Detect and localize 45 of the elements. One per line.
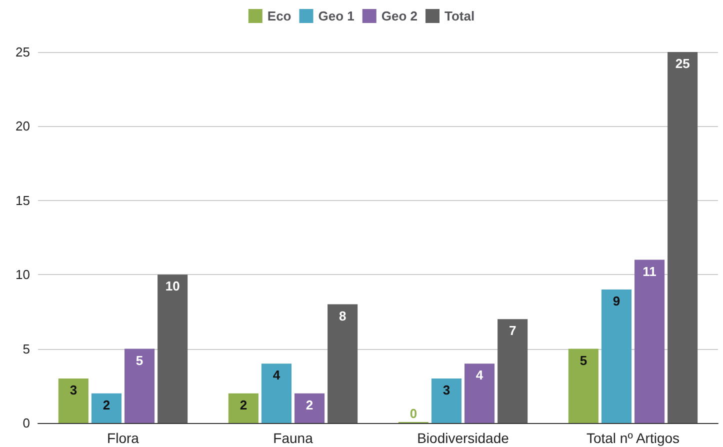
data-label: 11 xyxy=(642,264,656,279)
bar xyxy=(634,260,665,423)
data-label: 2 xyxy=(306,397,314,412)
bar xyxy=(124,348,155,423)
data-label: 7 xyxy=(508,323,516,338)
bar xyxy=(601,289,632,423)
data-label: 0 xyxy=(410,406,418,421)
data-label: 3 xyxy=(70,382,78,398)
bar xyxy=(464,364,495,423)
x-tick-label: Fauna xyxy=(273,430,314,446)
y-tick-label: 10 xyxy=(16,267,30,282)
data-label: 8 xyxy=(338,308,346,324)
y-tick-label: 0 xyxy=(22,416,30,430)
data-label: 25 xyxy=(675,56,690,71)
bar xyxy=(158,274,188,423)
bar xyxy=(261,364,292,423)
data-label: 4 xyxy=(476,368,484,383)
bar xyxy=(294,393,325,423)
bar xyxy=(568,348,598,423)
bar xyxy=(228,393,258,423)
data-label: 5 xyxy=(580,352,588,368)
data-label: 3 xyxy=(442,382,450,398)
data-label: 10 xyxy=(165,278,180,294)
legend-label: Total xyxy=(444,8,475,24)
bar xyxy=(431,378,462,423)
data-label: 2 xyxy=(240,397,248,412)
bar xyxy=(91,393,122,423)
data-label: 4 xyxy=(272,368,281,383)
data-label: 2 xyxy=(102,397,110,412)
bar xyxy=(668,52,698,423)
x-tick-label: Total nº Artigos xyxy=(586,430,680,446)
legend-label: Geo 2 xyxy=(381,8,418,24)
bar xyxy=(498,319,528,423)
y-tick-label: 5 xyxy=(22,341,30,356)
data-label: 9 xyxy=(612,293,620,308)
y-tick-label: 25 xyxy=(16,44,30,60)
legend-label: Eco xyxy=(267,8,292,24)
legend-label: Geo 1 xyxy=(318,8,354,24)
y-tick-label: 20 xyxy=(16,118,30,134)
y-tick-label: 15 xyxy=(16,192,30,208)
x-tick-label: Flora xyxy=(107,430,140,446)
data-label: 5 xyxy=(136,352,144,368)
x-tick-label: Biodiversidade xyxy=(417,430,510,446)
bar xyxy=(58,378,88,423)
bar xyxy=(328,304,358,423)
